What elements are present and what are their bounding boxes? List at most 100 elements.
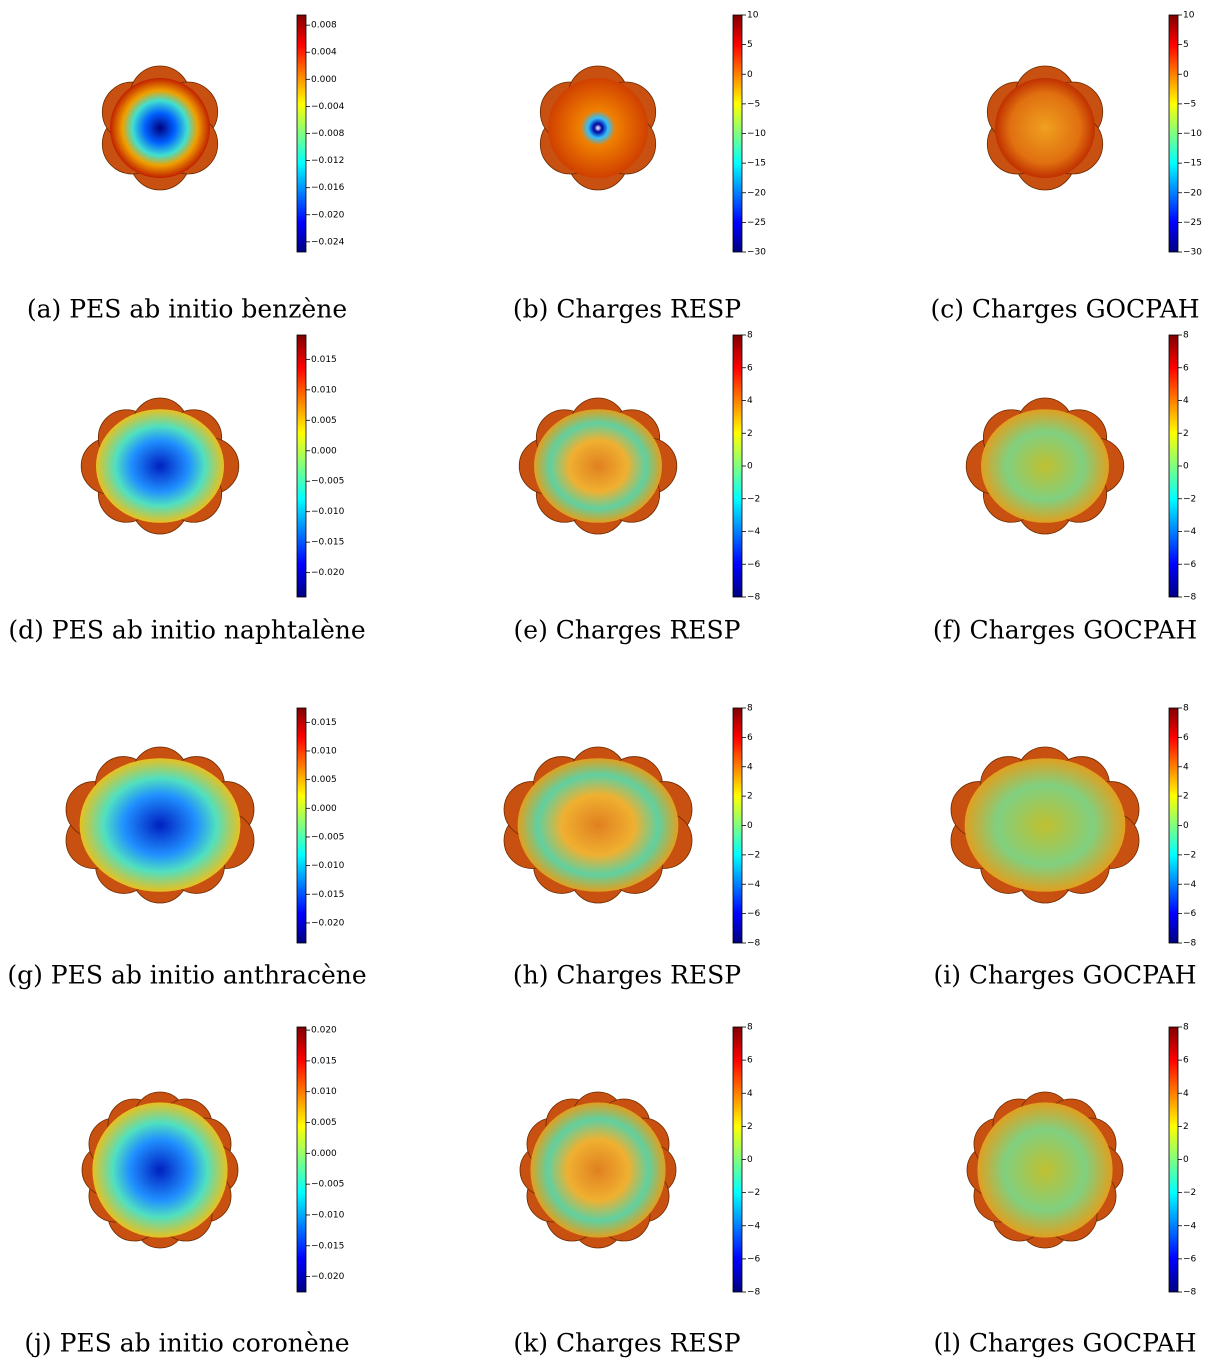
colorbar-tick-label: 4 bbox=[747, 396, 753, 406]
colorbar-tick-label: 0 bbox=[747, 70, 753, 80]
colorbar-tick-label: −0.005 bbox=[311, 477, 344, 487]
colorbar-tick-label: −10 bbox=[1183, 129, 1202, 139]
colorbar-tick-label: −2 bbox=[747, 850, 760, 860]
colorbar-tick-label: 0.000 bbox=[311, 804, 337, 814]
panel-caption: (j) PES ab initio coronène bbox=[24, 1329, 349, 1358]
colorbar-tick-label: 4 bbox=[747, 1089, 753, 1099]
colorbar-tick-label: −0.015 bbox=[311, 890, 344, 900]
colorbar-tick-label: −0.010 bbox=[311, 861, 345, 871]
molecule-surface bbox=[80, 397, 240, 535]
colorbar-tick-label: 0 bbox=[1183, 462, 1189, 472]
colorbar bbox=[732, 1026, 743, 1293]
panel-caption: (g) PES ab initio anthracène bbox=[7, 961, 366, 990]
molecule-surface bbox=[986, 65, 1104, 191]
colorbar-tick-label: −6 bbox=[1183, 1254, 1197, 1264]
colorbar-tick-label: 0.020 bbox=[311, 1026, 337, 1036]
colorbar-tick-label: −0.020 bbox=[311, 918, 345, 928]
colorbar bbox=[296, 334, 307, 598]
colorbar-tick-label: 6 bbox=[747, 363, 753, 373]
panel-caption: (k) Charges RESP bbox=[513, 1329, 740, 1358]
molecule-surface bbox=[539, 65, 657, 191]
colorbar bbox=[1168, 334, 1179, 598]
colorbar bbox=[296, 1026, 307, 1293]
colorbar-tick-label: −4 bbox=[747, 1221, 761, 1231]
colorbar-tick-label: 4 bbox=[1183, 762, 1189, 772]
colorbar-tick-label: 0.005 bbox=[311, 1118, 337, 1128]
surface-core bbox=[981, 409, 1109, 523]
colorbar-tick-label: −0.020 bbox=[311, 568, 345, 578]
colorbar bbox=[732, 707, 743, 944]
colorbar bbox=[1168, 1026, 1179, 1293]
colorbar-tick-label: −8 bbox=[747, 939, 761, 949]
panel-caption: (c) Charges GOCPAH bbox=[930, 295, 1199, 324]
colorbar-tick-label: 0.000 bbox=[311, 446, 337, 456]
colorbar-tick-label: −0.020 bbox=[311, 1272, 345, 1282]
colorbar-tick-label: 5 bbox=[747, 40, 753, 50]
colorbar-tick-label: −8 bbox=[1183, 1288, 1197, 1298]
colorbar-tick-label: −2 bbox=[1183, 494, 1196, 504]
colorbar-tick-label: 0 bbox=[747, 1155, 753, 1165]
colorbar-tick-label: 8 bbox=[747, 1023, 753, 1033]
colorbar-tick-label: 0 bbox=[1183, 821, 1189, 831]
colorbar-tick-label: 0 bbox=[747, 821, 753, 831]
colorbar-tick-label: 0.008 bbox=[311, 21, 337, 31]
colorbar-tick-label: −5 bbox=[1183, 99, 1196, 109]
colorbar-tick-label: 0.000 bbox=[311, 1149, 337, 1159]
colorbar-tick-label: 10 bbox=[1183, 11, 1195, 21]
colorbar-tick-label: −0.010 bbox=[311, 1210, 345, 1220]
colorbar-tick-label: 4 bbox=[747, 762, 753, 772]
colorbar-tick-label: −20 bbox=[1183, 188, 1202, 198]
colorbar-tick-label: 0 bbox=[1183, 1155, 1189, 1165]
colorbar-tick-label: −4 bbox=[1183, 880, 1197, 890]
colorbar-tick-label: −4 bbox=[1183, 1221, 1197, 1231]
colorbar-tick-label: −0.008 bbox=[311, 129, 345, 139]
colorbar-tick-label: 0 bbox=[747, 462, 753, 472]
colorbar bbox=[296, 707, 307, 944]
colorbar-tick-label: −6 bbox=[747, 909, 761, 919]
colorbar-tick-label: 0.000 bbox=[311, 75, 337, 85]
colorbar-tick-label: −30 bbox=[747, 248, 766, 258]
molecule-surface bbox=[81, 1091, 239, 1249]
colorbar-tick-label: 8 bbox=[747, 331, 753, 341]
panel-caption: (f) Charges GOCPAH bbox=[933, 616, 1197, 645]
colorbar-tick-label: −20 bbox=[747, 188, 766, 198]
colorbar-tick-label: −0.015 bbox=[311, 1241, 344, 1251]
surface-core bbox=[534, 409, 662, 523]
colorbar-tick-label: 5 bbox=[1183, 40, 1189, 50]
colorbar-tick-label: −0.015 bbox=[311, 538, 344, 548]
colorbar-tick-label: −6 bbox=[1183, 560, 1197, 570]
colorbar-tick-label: 0.005 bbox=[311, 775, 337, 785]
panel-caption: (d) PES ab initio naphtalène bbox=[8, 616, 365, 645]
colorbar-tick-label: 8 bbox=[747, 704, 753, 714]
colorbar-tick-label: −6 bbox=[747, 1254, 761, 1264]
surface-core bbox=[110, 78, 210, 178]
colorbar-tick-label: −2 bbox=[747, 494, 760, 504]
colorbar-tick-label: 0.010 bbox=[311, 385, 337, 395]
colorbar-tick-label: 2 bbox=[747, 792, 753, 802]
colorbar-tick-label: −0.004 bbox=[311, 102, 345, 112]
colorbar-tick-label: −8 bbox=[747, 593, 761, 603]
surface-core bbox=[530, 1102, 666, 1238]
molecule-surface bbox=[966, 1091, 1124, 1249]
panel-caption: (b) Charges RESP bbox=[513, 295, 741, 324]
colorbar-tick-label: −0.005 bbox=[311, 832, 344, 842]
colorbar-tick-label: 0.015 bbox=[311, 355, 337, 365]
colorbar bbox=[1168, 707, 1179, 944]
colorbar-tick-label: −15 bbox=[1183, 159, 1202, 169]
molecule-surface bbox=[65, 746, 255, 904]
molecule-surface bbox=[965, 397, 1125, 535]
colorbar-tick-label: −4 bbox=[747, 527, 761, 537]
surface-core bbox=[995, 78, 1095, 178]
surface-core bbox=[517, 758, 679, 892]
surface-core bbox=[964, 758, 1126, 892]
colorbar-tick-label: 0.015 bbox=[311, 718, 337, 728]
colorbar-tick-label: −5 bbox=[747, 99, 760, 109]
colorbar-tick-label: −6 bbox=[747, 560, 761, 570]
panel-caption: (l) Charges GOCPAH bbox=[933, 1329, 1196, 1358]
colorbar-tick-label: 0.005 bbox=[311, 416, 337, 426]
colorbar-tick-label: 4 bbox=[1183, 1089, 1189, 1099]
colorbar-tick-label: −8 bbox=[747, 1288, 761, 1298]
colorbar-tick-label: 0 bbox=[1183, 70, 1189, 80]
surface-core bbox=[548, 78, 648, 178]
